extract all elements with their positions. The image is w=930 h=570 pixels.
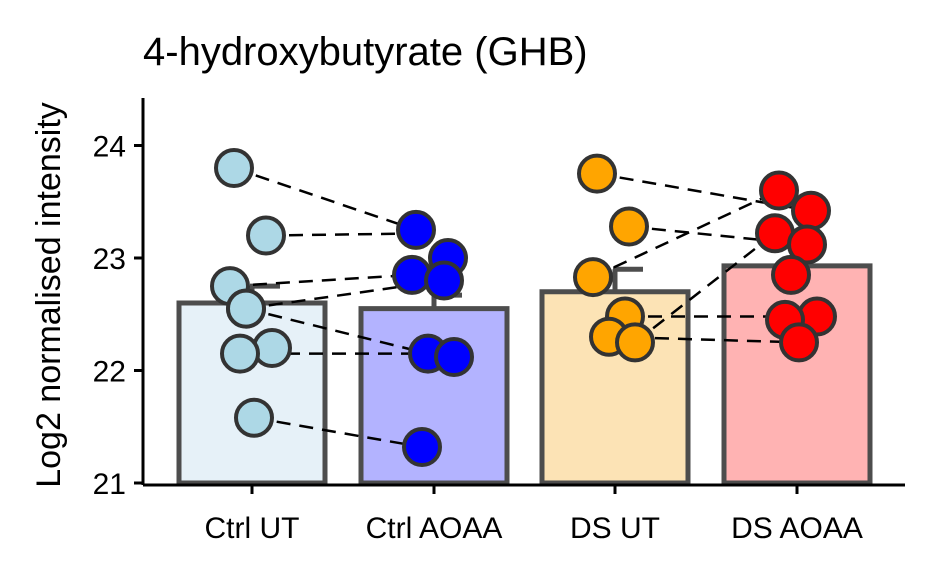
paired-line-0 — [233, 166, 417, 232]
point-2-5 — [615, 322, 655, 363]
chart-title: 4-hydroxybutyrate (GHB) — [143, 30, 588, 74]
paired-line-6 — [253, 416, 423, 449]
points-layer — [210, 148, 837, 467]
point-3-4 — [771, 254, 811, 295]
point-3-1 — [791, 190, 831, 231]
point-2-1 — [609, 206, 649, 247]
point-3-0 — [759, 170, 799, 211]
y-tick-label-3: 24 — [93, 131, 126, 164]
bar-0 — [176, 300, 328, 486]
point-1-3 — [424, 260, 464, 301]
point-1-0 — [396, 209, 436, 250]
point-0-6 — [220, 333, 260, 374]
y-tick-label-1: 22 — [93, 356, 126, 389]
point-2-2 — [573, 257, 613, 298]
point-1-5 — [434, 337, 474, 377]
paired-line-4 — [245, 307, 429, 355]
y-tick-label-0: 21 — [93, 468, 126, 501]
point-1-2 — [392, 254, 432, 295]
paired-line-2 — [229, 273, 413, 288]
x-tick-label-3: DS AOAA — [731, 512, 863, 545]
bar-3 — [721, 263, 873, 486]
point-2-0 — [577, 153, 617, 194]
y-tick-label-2: 23 — [93, 243, 126, 276]
y-axis-label: Log2 normalised intensity — [30, 102, 68, 488]
point-3-7 — [779, 322, 819, 363]
point-1-6 — [402, 427, 442, 467]
bars-layer — [176, 263, 873, 486]
point-0-0 — [214, 148, 254, 188]
point-0-4 — [226, 288, 266, 329]
axes-layer: 21 22 23 24 Ctrl UT Ctrl AOAA DS UT DS AOAA — [93, 98, 905, 545]
x-tick-label-0: Ctrl UT — [205, 512, 300, 545]
paired-line-12 — [634, 232, 776, 344]
point-0-5 — [252, 328, 292, 368]
x-tick-label-2: DS UT — [570, 512, 660, 545]
point-0-7 — [234, 397, 274, 438]
point-0-1 — [246, 215, 286, 256]
point-3-3 — [787, 224, 827, 265]
paired-line-7 — [596, 172, 812, 212]
paired-line-9 — [592, 189, 780, 279]
x-tick-label-1: Ctrl AOAA — [366, 512, 503, 545]
